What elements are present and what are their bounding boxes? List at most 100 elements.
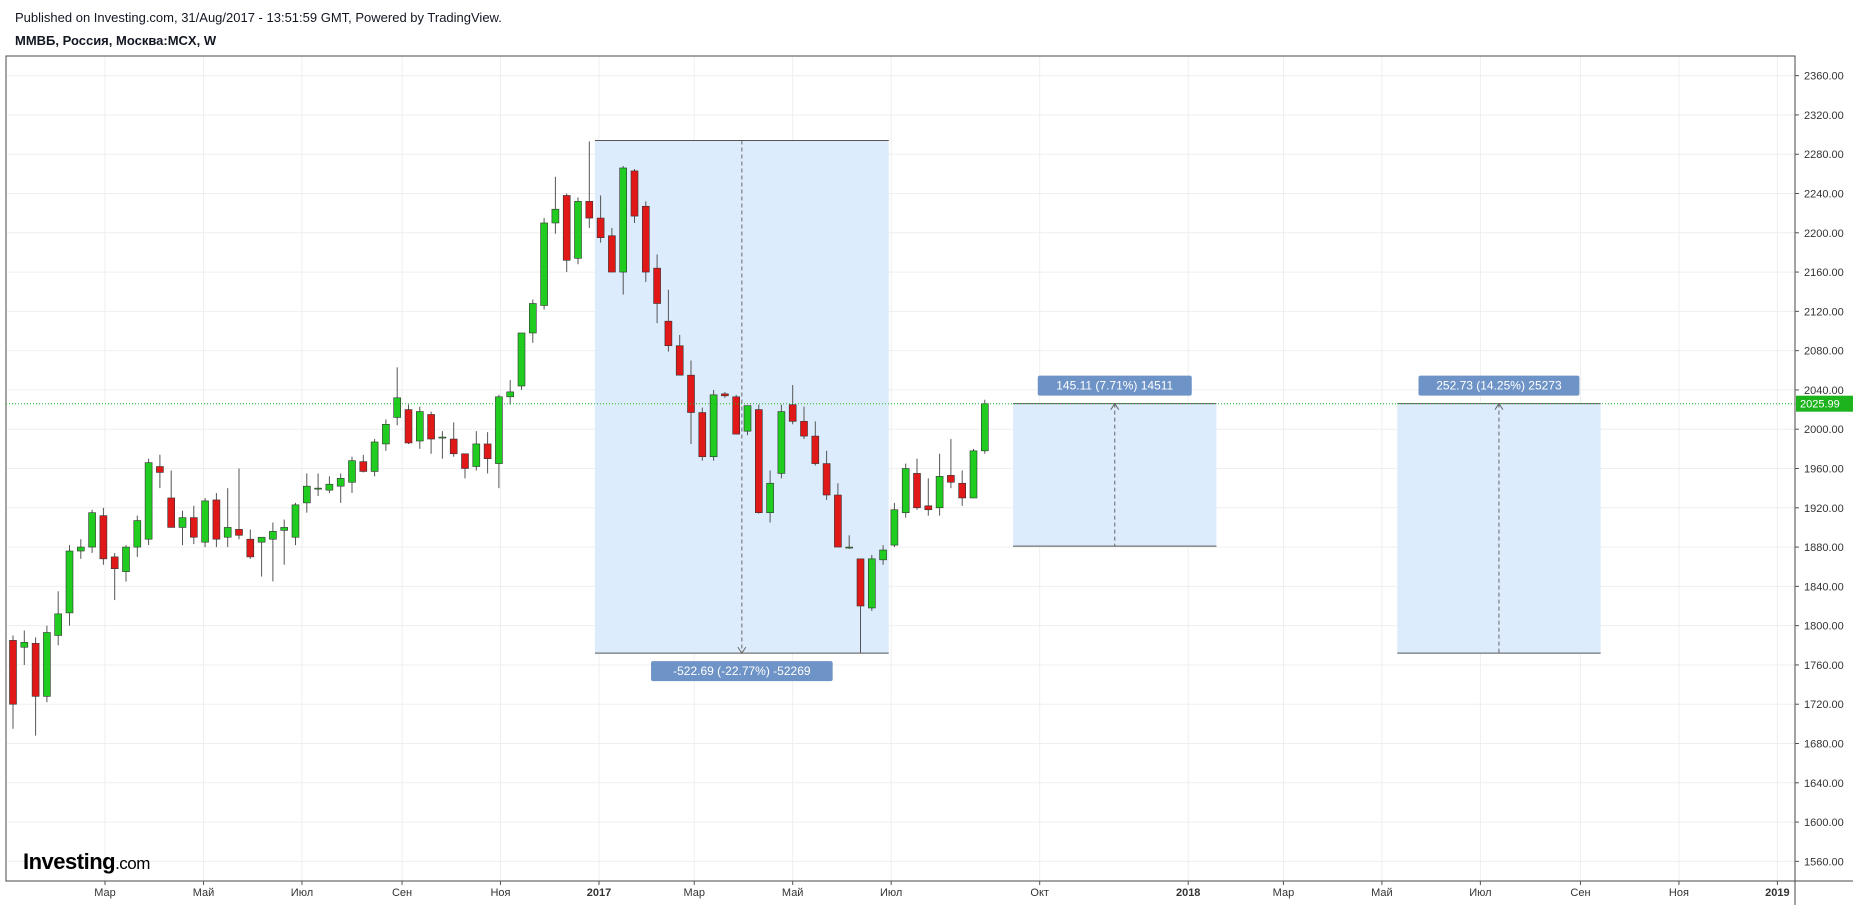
candle-body[interactable] xyxy=(528,303,537,334)
candle-body[interactable] xyxy=(540,222,548,306)
candle-body[interactable] xyxy=(619,167,628,273)
candle-body[interactable] xyxy=(461,453,469,469)
candle-body[interactable] xyxy=(246,538,255,558)
candle-body[interactable] xyxy=(630,170,639,217)
candle-body[interactable] xyxy=(122,546,130,572)
x-tick-label: Ноя xyxy=(490,887,510,899)
candle-body[interactable] xyxy=(483,443,492,459)
y-tick-label: 1720.00 xyxy=(1804,699,1844,711)
candle-body[interactable] xyxy=(314,487,322,490)
candle-body[interactable] xyxy=(201,500,209,543)
candle-body[interactable] xyxy=(449,438,458,455)
candle-body[interactable] xyxy=(901,468,910,513)
candle-body[interactable] xyxy=(969,450,978,499)
candle-body[interactable] xyxy=(65,550,74,614)
candle-body[interactable] xyxy=(20,642,29,648)
candle-body[interactable] xyxy=(178,517,187,528)
candle-body[interactable] xyxy=(257,536,266,543)
candle-body[interactable] xyxy=(223,527,232,538)
candle-body[interactable] xyxy=(574,201,582,259)
candle-body[interactable] xyxy=(641,205,650,273)
candle-body[interactable] xyxy=(596,217,605,238)
candle-body[interactable] xyxy=(721,393,729,397)
candle-body[interactable] xyxy=(822,463,831,496)
candle-body[interactable] xyxy=(924,505,933,511)
candle-body[interactable] xyxy=(359,461,368,472)
candle-body[interactable] xyxy=(133,520,142,548)
candle-body[interactable] xyxy=(495,396,503,464)
candle-body[interactable] xyxy=(167,497,175,528)
candle-body[interactable] xyxy=(687,374,695,413)
candle-body[interactable] xyxy=(235,529,243,536)
x-tick-label: Июл xyxy=(880,887,902,899)
candle-body[interactable] xyxy=(325,483,334,491)
candle-body[interactable] xyxy=(144,462,153,540)
candle-body[interactable] xyxy=(370,441,379,472)
candle-body[interactable] xyxy=(709,394,718,458)
candle-body[interactable] xyxy=(404,409,413,444)
candle-body[interactable] xyxy=(608,235,616,273)
candle-body[interactable] xyxy=(291,504,300,538)
y-tick-label: 2200.00 xyxy=(1804,228,1844,240)
candle-body[interactable] xyxy=(506,391,515,398)
y-tick-label: 2360.00 xyxy=(1804,71,1844,83)
candle-body[interactable] xyxy=(43,632,51,697)
candle-body[interactable] xyxy=(348,460,356,483)
candle-body[interactable] xyxy=(517,332,526,387)
candle-body[interactable] xyxy=(800,421,808,437)
measure-arrowhead xyxy=(737,646,747,655)
candle-body[interactable] xyxy=(834,494,842,548)
candle-body[interactable] xyxy=(280,527,289,531)
candle-body[interactable] xyxy=(156,466,164,473)
candle-body[interactable] xyxy=(766,482,774,513)
candle-body[interactable] xyxy=(777,411,786,474)
candle-body[interactable] xyxy=(393,397,402,418)
candle-body[interactable] xyxy=(382,424,390,445)
candle-body[interactable] xyxy=(845,546,854,549)
candle-body[interactable] xyxy=(438,436,447,439)
candle-body[interactable] xyxy=(472,443,481,467)
candle-body[interactable] xyxy=(31,643,40,697)
candle-body[interactable] xyxy=(935,476,944,509)
candle-body[interactable] xyxy=(562,195,571,261)
candle-body[interactable] xyxy=(675,345,684,376)
candle-body[interactable] xyxy=(913,473,921,509)
candle-body[interactable] xyxy=(754,409,763,513)
measure-box[interactable] xyxy=(1397,403,1601,654)
candle-body[interactable] xyxy=(947,475,955,483)
candle-body[interactable] xyxy=(788,404,797,422)
candle-body[interactable] xyxy=(879,549,887,561)
x-tick-label: Сен xyxy=(1570,887,1590,899)
candle-body[interactable] xyxy=(77,546,85,552)
candle-body[interactable] xyxy=(890,509,899,546)
y-tick-label: 1560.00 xyxy=(1804,856,1844,868)
candle-body[interactable] xyxy=(811,435,820,464)
candle-body[interactable] xyxy=(732,396,741,435)
candle-body[interactable] xyxy=(551,208,560,224)
candle-body[interactable] xyxy=(212,499,221,540)
y-tick-label: 2000.00 xyxy=(1804,424,1844,436)
candle-body[interactable] xyxy=(415,411,424,442)
candle-body[interactable] xyxy=(110,556,119,569)
candle-body[interactable] xyxy=(99,515,108,560)
candle-body[interactable] xyxy=(980,403,989,452)
candle-body[interactable] xyxy=(9,640,17,705)
candle-body[interactable] xyxy=(867,558,876,609)
y-tick-label: 2120.00 xyxy=(1804,306,1844,318)
candle-body[interactable] xyxy=(269,531,277,540)
candle-body[interactable] xyxy=(653,267,661,304)
candle-body[interactable] xyxy=(856,558,865,607)
y-tick-label: 1840.00 xyxy=(1804,581,1844,593)
candle-body[interactable] xyxy=(336,478,345,487)
candle-body[interactable] xyxy=(88,512,96,548)
candle-body[interactable] xyxy=(190,517,198,538)
candle-body[interactable] xyxy=(302,485,311,504)
candle-body[interactable] xyxy=(664,320,673,347)
candle-body[interactable] xyxy=(958,482,967,499)
candle-body[interactable] xyxy=(427,414,435,440)
candle-body[interactable] xyxy=(585,201,594,219)
candle-body[interactable] xyxy=(698,412,707,458)
candle-body[interactable] xyxy=(743,405,752,432)
candle-body[interactable] xyxy=(54,613,63,636)
